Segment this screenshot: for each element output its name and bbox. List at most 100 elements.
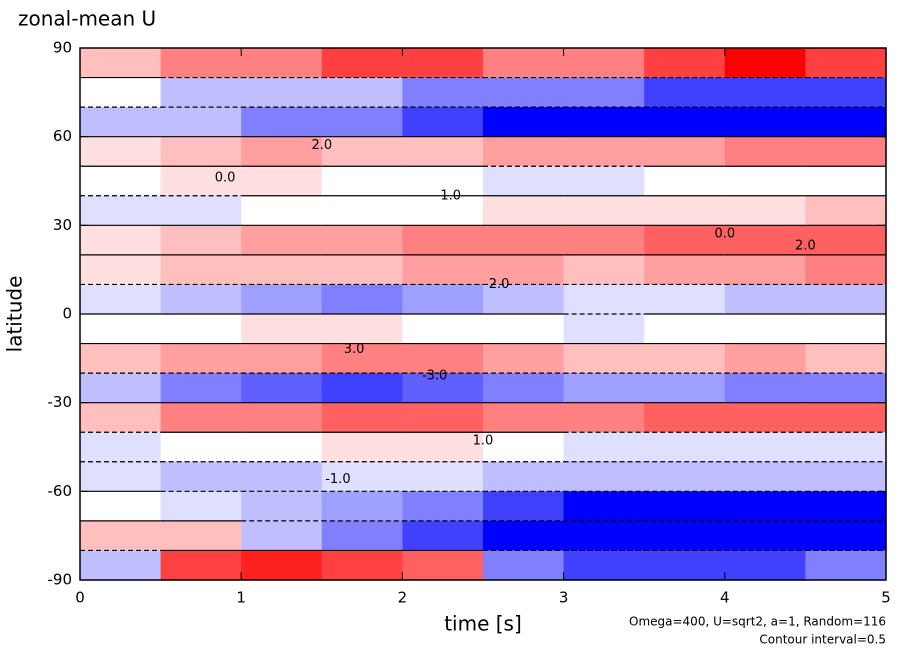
contour-label: 1.0 bbox=[440, 188, 461, 203]
field-cell bbox=[483, 48, 565, 79]
field-cell bbox=[563, 284, 645, 315]
field-cell bbox=[402, 48, 484, 79]
field-cell bbox=[724, 373, 806, 404]
field-cell bbox=[644, 432, 726, 463]
y-tick-label: -90 bbox=[48, 571, 73, 589]
field-cell bbox=[483, 107, 565, 138]
field-cell bbox=[241, 491, 323, 522]
field-cell bbox=[321, 432, 403, 463]
field-cell bbox=[483, 461, 565, 492]
field-cell bbox=[724, 77, 806, 108]
field-cell bbox=[805, 254, 887, 286]
x-tick-label: 2 bbox=[398, 589, 408, 607]
field-cell bbox=[321, 491, 403, 522]
y-tick-label: -30 bbox=[48, 393, 73, 411]
field-cell bbox=[724, 284, 806, 315]
field-cell bbox=[160, 284, 242, 315]
field-cell bbox=[160, 343, 242, 374]
field-cell bbox=[160, 225, 242, 256]
field-cell bbox=[483, 136, 565, 167]
field-cell bbox=[724, 254, 806, 286]
field-cell bbox=[402, 550, 484, 581]
field-cell bbox=[644, 520, 726, 552]
field-cell bbox=[644, 195, 726, 226]
field-cell bbox=[402, 402, 484, 433]
field-cell bbox=[241, 461, 323, 492]
field-cell bbox=[160, 254, 242, 286]
field-cell bbox=[563, 195, 645, 226]
field-cell bbox=[724, 107, 806, 138]
field-cell bbox=[160, 432, 242, 463]
field-cell bbox=[80, 77, 162, 108]
contour-label: 0.0 bbox=[714, 227, 735, 242]
field-cell bbox=[321, 48, 403, 79]
y-axis-label: latitude bbox=[3, 276, 27, 353]
field-cell bbox=[241, 254, 323, 286]
field-cell bbox=[805, 166, 887, 197]
field-cell bbox=[402, 195, 484, 226]
footnote: Contour interval=0.5 bbox=[759, 633, 886, 647]
field-cell bbox=[160, 166, 242, 197]
field-cell bbox=[644, 343, 726, 374]
field-cell bbox=[241, 373, 323, 404]
field-cell bbox=[724, 314, 806, 345]
field-cell bbox=[402, 432, 484, 463]
y-tick-label: 0 bbox=[62, 305, 72, 323]
field-cell bbox=[724, 48, 806, 79]
field-cell bbox=[241, 225, 323, 256]
field-cell bbox=[402, 343, 484, 374]
field-cell bbox=[483, 77, 565, 108]
field-cell bbox=[241, 432, 323, 463]
field-cell bbox=[724, 136, 806, 167]
x-axis-label: time [s] bbox=[444, 612, 522, 636]
field-cell bbox=[160, 136, 242, 167]
x-tick-label: 1 bbox=[236, 589, 246, 607]
field-cell bbox=[160, 195, 242, 226]
field-cell bbox=[805, 107, 887, 138]
field-cell bbox=[321, 314, 403, 345]
field-cell bbox=[402, 491, 484, 522]
field-cell bbox=[563, 373, 645, 404]
field-cell bbox=[644, 107, 726, 138]
field-cell bbox=[563, 314, 645, 345]
field-cell bbox=[563, 491, 645, 522]
field-cell bbox=[160, 550, 242, 581]
field-cell bbox=[805, 373, 887, 404]
field-cell bbox=[80, 225, 162, 256]
field-cell bbox=[321, 77, 403, 108]
field-cell bbox=[644, 136, 726, 167]
field-cell bbox=[563, 107, 645, 138]
field-cell bbox=[483, 314, 565, 345]
footnote: Omega=400, U=sqrt2, a=1, Random=116 bbox=[629, 615, 886, 629]
field-cell bbox=[483, 520, 565, 552]
y-tick-label: 90 bbox=[53, 39, 72, 57]
field-cell bbox=[805, 77, 887, 108]
field-cell bbox=[402, 225, 484, 256]
field-cell bbox=[160, 402, 242, 433]
field-cell bbox=[160, 314, 242, 345]
field-cell bbox=[160, 77, 242, 108]
field-cell bbox=[644, 402, 726, 433]
field-cell bbox=[483, 402, 565, 433]
field-cell bbox=[483, 225, 565, 256]
field-cell bbox=[563, 254, 645, 286]
field-cell bbox=[80, 432, 162, 463]
field-cell bbox=[402, 461, 484, 492]
field-cell bbox=[483, 195, 565, 226]
field-cell bbox=[321, 254, 403, 286]
contour-label: 2.0 bbox=[489, 277, 510, 292]
field-cell bbox=[80, 107, 162, 138]
field-cell bbox=[563, 461, 645, 492]
field-cell bbox=[402, 166, 484, 197]
field-cell bbox=[644, 284, 726, 315]
field-cell bbox=[724, 491, 806, 522]
field-cell bbox=[80, 166, 162, 197]
contour-label: -1.0 bbox=[325, 472, 350, 487]
field-cell bbox=[724, 166, 806, 197]
x-tick-label: 5 bbox=[881, 589, 891, 607]
field-cell bbox=[160, 520, 242, 552]
field-cell bbox=[805, 491, 887, 522]
field-cell bbox=[805, 461, 887, 492]
field-cell bbox=[80, 48, 162, 79]
field-cell bbox=[160, 107, 242, 138]
